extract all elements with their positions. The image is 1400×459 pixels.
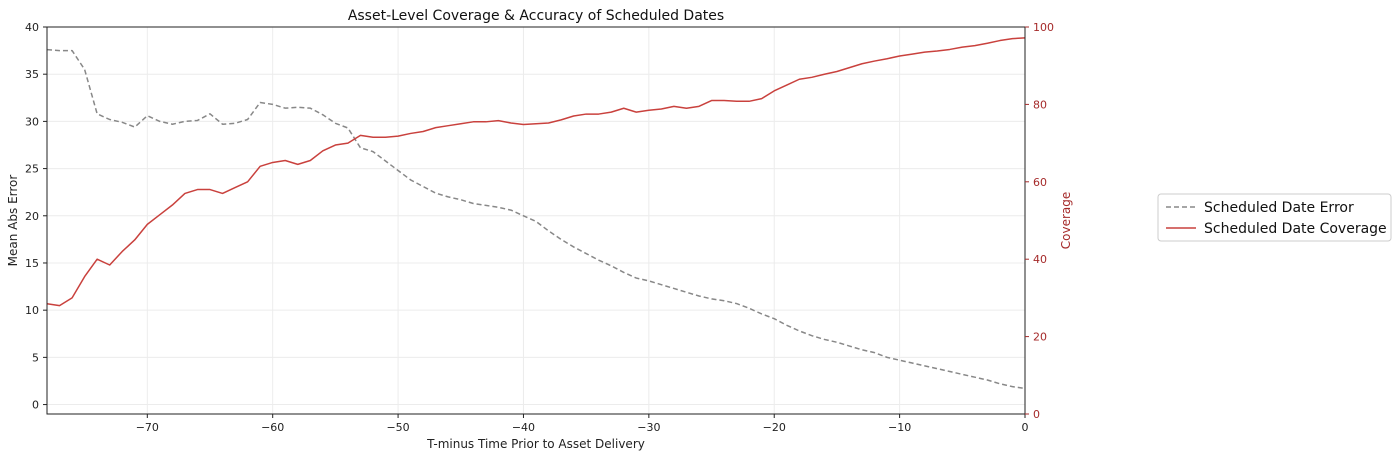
series-layer (46, 37, 1026, 390)
y-right-tick-label: 80 (1033, 98, 1047, 111)
y-left-axis-title: Mean Abs Error (6, 175, 20, 267)
y-right-tick-label: 60 (1033, 176, 1047, 189)
x-tick-label: −30 (637, 421, 660, 434)
x-tick-label: −50 (386, 421, 409, 434)
plot-frame (46, 26, 1026, 415)
y-left-tick-label: 5 (32, 351, 39, 364)
y-right-tick-label: 40 (1033, 253, 1047, 266)
y-left-tick-label: 30 (25, 115, 39, 128)
x-tick-label: −20 (763, 421, 786, 434)
y-right-tick-label: 100 (1033, 21, 1054, 34)
y-left-tick-label: 10 (25, 304, 39, 317)
legend-box (1157, 193, 1392, 242)
x-tick-label: −60 (261, 421, 284, 434)
y-left-tick-label: 20 (25, 210, 39, 223)
y-left-tick-label: 40 (25, 21, 39, 34)
y-left-tick-label: 35 (25, 68, 39, 81)
x-tick-label: −40 (512, 421, 535, 434)
y-left-tick-label: 15 (25, 257, 39, 270)
y-right-ticks: 0 20 40 60 80 100 (1025, 21, 1054, 421)
x-tick-label: −10 (888, 421, 911, 434)
series-line-error (46, 48, 1026, 390)
x-tick-label: −70 (136, 421, 159, 434)
y-left-tick-label: 0 (32, 399, 39, 412)
y-right-tick-label: 20 (1033, 331, 1047, 344)
y-left-ticks: 0 5 10 15 20 25 30 35 40 (25, 21, 47, 412)
x-ticks: −70 −60 −50 −40 −30 −20 −10 0 (136, 414, 1029, 434)
legend: Scheduled Date Error Scheduled Date Cove… (1157, 193, 1392, 242)
x-tick-label: 0 (1022, 421, 1029, 434)
grid-layer (47, 26, 1026, 414)
legend-label-error: Scheduled Date Error (1204, 200, 1354, 216)
y-right-axis-title: Coverage (1059, 192, 1073, 250)
chart-title: Asset-Level Coverage & Accuracy of Sched… (348, 8, 724, 24)
series-line-coverage (46, 37, 1026, 307)
x-axis-title: T-minus Time Prior to Asset Delivery (426, 437, 645, 451)
y-right-tick-label: 0 (1033, 408, 1040, 421)
y-left-tick-label: 25 (25, 163, 39, 176)
legend-label-coverage: Scheduled Date Coverage (1204, 221, 1387, 237)
